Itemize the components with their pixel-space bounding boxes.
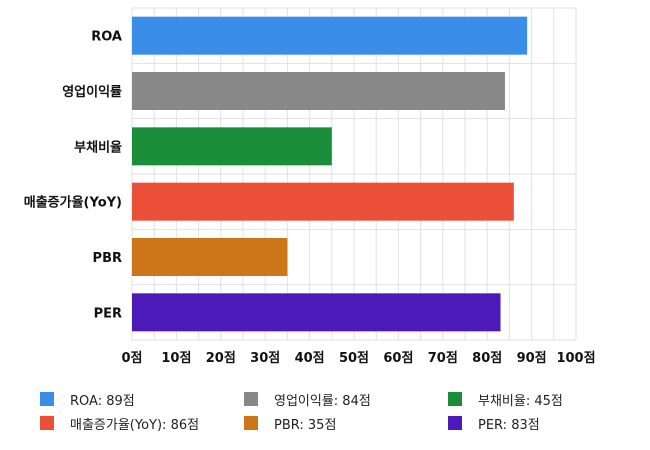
x-tick-label: 10점 <box>161 351 191 366</box>
bar <box>132 238 288 276</box>
legend-label: PER: 83점 <box>478 417 540 433</box>
bars <box>132 16 528 332</box>
category-label: PBR <box>93 251 122 266</box>
bar <box>132 127 332 166</box>
legend: ROA: 89점 영업이익률: 84점 부채비율: 45점 매출증가율(YoY)… <box>40 390 640 433</box>
x-tick-label: 100점 <box>556 351 595 366</box>
legend-swatch <box>448 392 462 406</box>
legend-item-revenue-growth: 매출증가율(YoY): 86점 <box>40 414 244 433</box>
category-label: 영업이익률 <box>62 84 122 100</box>
legend-label: ROA: 89점 <box>70 393 135 409</box>
x-tick-label: 60점 <box>383 351 413 366</box>
x-tick-label: 30점 <box>250 351 280 366</box>
legend-swatch <box>244 416 258 430</box>
x-tick-label: 0점 <box>121 351 142 366</box>
legend-label: 영업이익률: 84점 <box>274 393 371 409</box>
legend-item-operating-margin: 영업이익률: 84점 <box>244 390 448 409</box>
legend-swatch <box>40 392 54 406</box>
x-tick-label: 70점 <box>428 351 458 366</box>
x-tick-label: 80점 <box>472 351 502 366</box>
bar <box>132 293 501 332</box>
x-tick-label: 20점 <box>206 351 236 366</box>
bar <box>132 16 528 55</box>
legend-swatch <box>448 416 462 430</box>
category-label: ROA <box>91 30 122 45</box>
legend-item-debt-ratio: 부채비율: 45점 <box>448 390 638 409</box>
category-label: PER <box>94 306 122 321</box>
legend-label: PBR: 35점 <box>274 417 337 433</box>
x-tick-label: 50점 <box>339 351 369 366</box>
legend-label: 매출증가율(YoY): 86점 <box>70 417 200 433</box>
x-tick-labels: 0점 10점 20점 30점 40점 50점 60점 70점 80점 90점 100점 <box>121 351 595 366</box>
legend-item-pbr: PBR: 35점 <box>244 414 448 433</box>
grid-lines <box>131 7 577 341</box>
legend-item-per: PER: 83점 <box>448 414 638 433</box>
category-label: 부채비율 <box>74 139 122 155</box>
bar <box>132 182 514 221</box>
bar <box>132 72 505 110</box>
category-label: 매출증가율(YoY) <box>24 195 122 211</box>
legend-label: 부채비율: 45점 <box>478 393 563 409</box>
legend-swatch <box>244 392 258 406</box>
legend-item-roa: ROA: 89점 <box>40 390 244 409</box>
x-tick-label: 90점 <box>517 351 547 366</box>
x-tick-label: 40점 <box>295 351 325 366</box>
legend-swatch <box>40 416 54 430</box>
